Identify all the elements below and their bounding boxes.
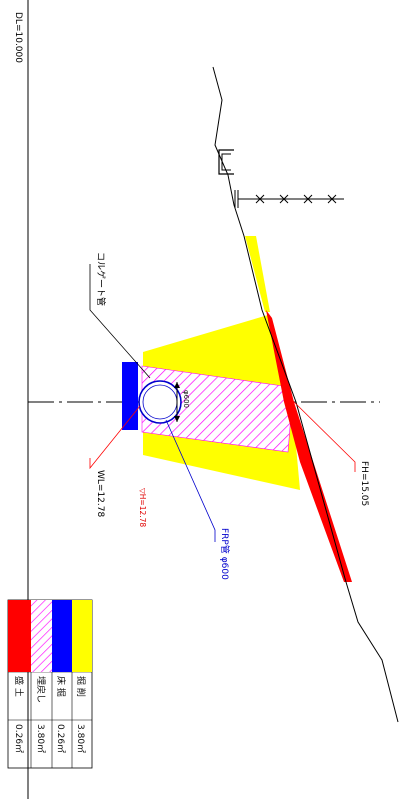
frp-leader — [165, 419, 216, 542]
u-ditch-inner — [221, 153, 231, 171]
corrugated-leader — [89, 264, 151, 379]
excavation-strip — [245, 236, 270, 312]
fh-label: FH=15.05 — [359, 461, 369, 506]
fence-marks — [255, 194, 337, 204]
dimension-arrow-top — [174, 382, 180, 388]
legend-value-embankment: 0.26㎡ — [13, 724, 24, 753]
water-level-label: ▽H=12.78 — [138, 488, 147, 527]
u-ditch — [218, 149, 234, 175]
datum-label: DL=10.000 — [13, 12, 23, 63]
frp-label: FRP管 φ600 — [219, 528, 231, 580]
legend-value-bedding: 0.26㎡ — [55, 724, 66, 753]
legend-swatch-excavation — [72, 600, 92, 672]
legend-table: 掘 削 床 掘 埋戻し 盛 土 3.80㎡ 0.26㎡ 3.80㎡ 0.26㎡ — [7, 599, 93, 769]
legend-name-bedding: 床 掘 — [55, 676, 67, 697]
diameter-label: φ600 — [182, 390, 190, 408]
legend-swatch-backfill — [31, 600, 52, 672]
fh-leader — [291, 399, 356, 472]
legend-name-excavation: 掘 削 — [75, 676, 87, 697]
legend-name-embankment: 盛 土 — [13, 676, 25, 697]
corrugated-label: コルゲート管 — [95, 252, 107, 306]
dimension-arrow-bottom — [174, 416, 180, 422]
legend-value-excavation: 3.80㎡ — [75, 724, 86, 753]
legend-value-backfill: 3.80㎡ — [35, 724, 46, 753]
ground-line — [212, 66, 399, 723]
bedding-area — [122, 362, 138, 430]
legend-swatch-bedding — [52, 600, 72, 672]
wl-leader — [89, 405, 141, 470]
legend-name-backfill: 埋戻し — [35, 676, 47, 703]
frp-pipe — [138, 380, 182, 424]
wl-label: WL=12.78 — [95, 470, 105, 517]
legend-swatch-embankment — [8, 600, 31, 672]
